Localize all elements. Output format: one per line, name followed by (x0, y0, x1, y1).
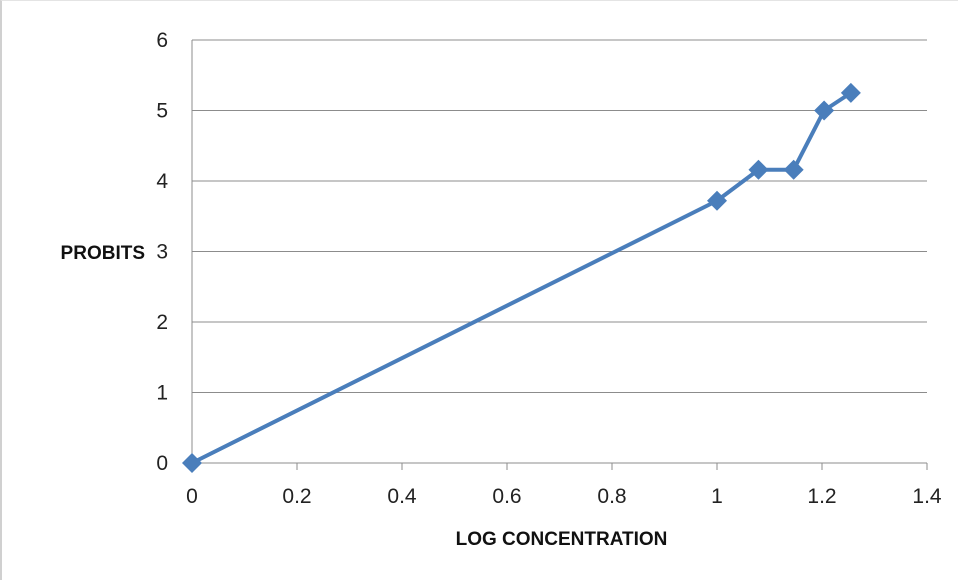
y-tick-label: 6 (156, 29, 168, 52)
series-group (182, 82, 861, 473)
y-tick-label: 2 (156, 311, 168, 334)
grid-lines (192, 39, 927, 393)
y-axis-title: PROBITS (61, 243, 145, 264)
data-point-marker (748, 159, 769, 180)
y-tick-label: 0 (156, 452, 168, 475)
x-axis-title: LOG CONCENTRATION (456, 529, 668, 550)
x-tick-label: 1.4 (912, 485, 942, 508)
x-tick-label: 1 (711, 485, 723, 508)
axes (191, 40, 928, 470)
x-tick-label: 1.2 (807, 485, 836, 508)
data-point-marker (707, 190, 727, 211)
data-point-marker (182, 453, 202, 473)
x-tick-label: 0.6 (492, 485, 521, 508)
data-point-marker (840, 82, 861, 103)
y-tick-label: 4 (156, 170, 168, 193)
x-tick-label: 0.2 (282, 485, 311, 508)
tick-labels: 0 1 2 3 4 5 6 0 0.2 0.4 0.6 0.8 1 1.2 1.4 (156, 29, 942, 508)
data-point-marker (783, 159, 804, 180)
series-line (190, 90, 853, 465)
data-point-marker (814, 100, 835, 121)
x-tick-label: 0 (186, 485, 198, 508)
y-tick-label: 5 (156, 100, 168, 123)
x-tick-label: 0.4 (387, 485, 417, 508)
y-tick-label: 1 (156, 382, 168, 405)
x-tick-label: 0.8 (597, 485, 626, 508)
y-tick-label: 3 (156, 241, 168, 264)
